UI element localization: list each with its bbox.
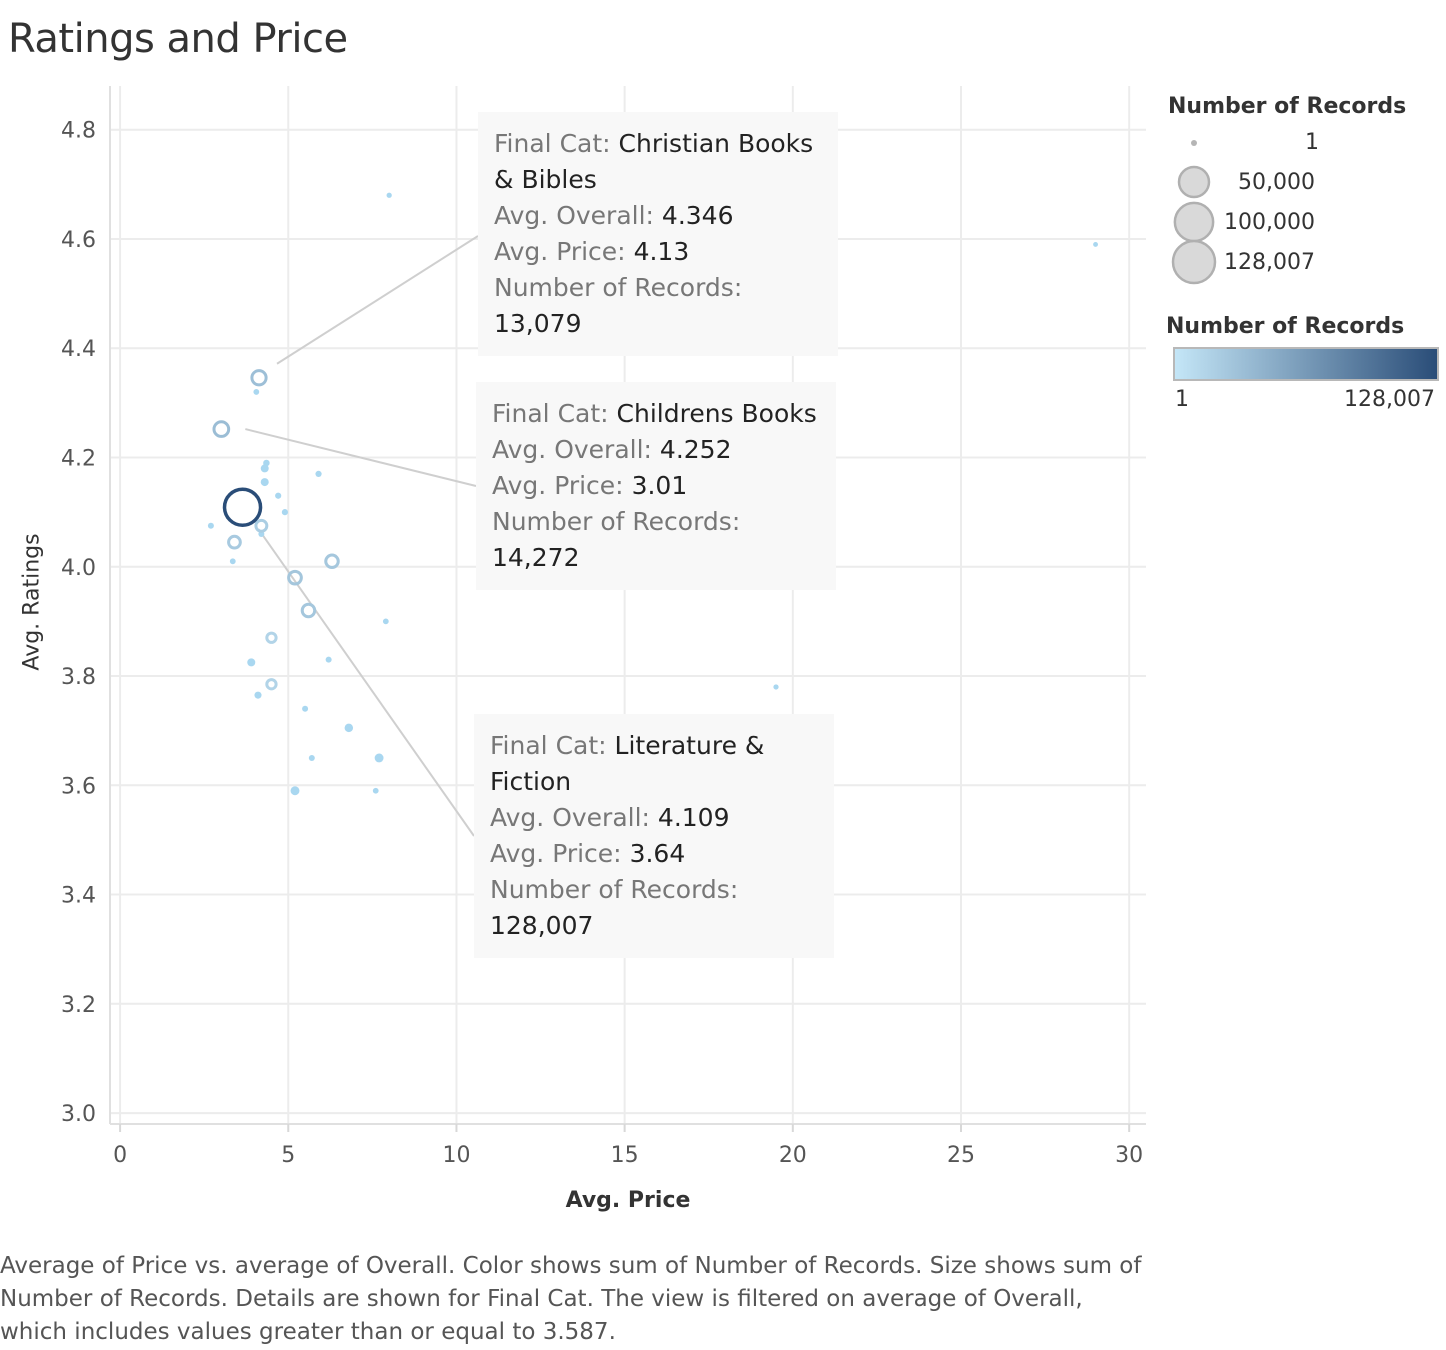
color-legend-max: 128,007 <box>1344 387 1435 412</box>
y-tick-label: 3.6 <box>61 774 96 799</box>
tooltip-key: Number of Records: <box>492 507 741 536</box>
tooltip-key: Final Cat: <box>494 129 611 158</box>
x-tick-label: 25 <box>947 1143 975 1168</box>
y-tick-label: 3.4 <box>61 884 96 909</box>
x-tick-label: 20 <box>779 1143 807 1168</box>
tooltip-value: 4.252 <box>659 435 732 464</box>
scatter-point <box>1093 241 1098 247</box>
tooltip-key: Avg. Price: <box>490 839 622 868</box>
y-tick-label: 3.8 <box>61 665 96 690</box>
tooltip-value: Christian Books <box>618 129 814 158</box>
x-tick-label: 10 <box>442 1143 470 1168</box>
x-axis-label: Avg. Price <box>565 1188 691 1213</box>
scatter-point <box>315 470 322 477</box>
scatter-point <box>386 192 392 198</box>
tooltip-key: Number of Records: <box>494 273 743 302</box>
x-tick-label: 0 <box>113 1143 127 1168</box>
tooltip-leader-line <box>276 235 479 365</box>
tooltip-key: Avg. Overall: <box>492 435 652 464</box>
size-legend-title: Number of Records <box>1168 94 1407 119</box>
scatter-point <box>250 369 268 387</box>
tooltip-key: Avg. Price: <box>492 471 624 500</box>
y-tick-label: 3.2 <box>61 993 96 1018</box>
scatter-point <box>265 631 278 644</box>
scatter-point <box>302 705 309 712</box>
scatter-point <box>773 684 779 690</box>
tooltip-value: 4.13 <box>633 237 690 266</box>
chart-title: Ratings and Price <box>8 16 348 62</box>
color-legend-title: Number of Records <box>1166 314 1405 339</box>
scatter-point <box>290 786 300 796</box>
scatter-point <box>222 487 263 527</box>
x-tick-label: 5 <box>281 1143 295 1168</box>
scatter-point <box>265 678 278 691</box>
tooltip-value: 13,079 <box>494 309 582 338</box>
scatter-point <box>212 420 231 438</box>
y-axis-label: Avg. Ratings <box>19 533 45 671</box>
scatter-point <box>260 478 269 487</box>
scatter-point <box>374 753 384 763</box>
scatter-point <box>247 658 256 667</box>
tooltip-value: 3.64 <box>629 839 686 868</box>
x-tick-label: 30 <box>1115 1143 1143 1168</box>
tooltip-literature-fiction: Final Cat: Literature & Fiction Avg. Ove… <box>474 714 834 958</box>
tooltip-value: 14,272 <box>492 543 580 572</box>
scatter-point <box>254 518 269 533</box>
scatter-point <box>207 522 214 529</box>
tooltip-value: 128,007 <box>490 911 594 940</box>
tooltip-value: Literature & <box>614 731 765 760</box>
tooltip-leader-line <box>257 528 475 837</box>
scatter-point <box>287 569 303 586</box>
size-legend-circle <box>1171 239 1217 285</box>
y-tick-label: 4.2 <box>61 446 96 471</box>
y-tick-label: 4.0 <box>61 556 96 581</box>
y-tick-label: 4.8 <box>61 119 96 144</box>
tooltip-value: 4.346 <box>661 201 734 230</box>
tooltip-key: Avg. Overall: <box>490 803 650 832</box>
scatter-point <box>382 618 389 625</box>
tooltip-key: Avg. Price: <box>494 237 626 266</box>
scatter-point <box>308 754 315 761</box>
tooltip-leader-line <box>245 428 477 487</box>
tooltip-value: Childrens Books <box>616 399 817 428</box>
scatter-point <box>253 389 260 395</box>
size-legend-label-100000: 100,000 <box>1224 210 1315 235</box>
scatter-point <box>229 558 236 565</box>
scatter-point <box>372 787 379 794</box>
scatter-point <box>275 492 282 499</box>
tooltip-christian-books: Final Cat: Christian Books & Bibles Avg.… <box>478 112 838 356</box>
tooltip-value: & Bibles <box>494 165 597 194</box>
tooltip-key: Final Cat: <box>492 399 609 428</box>
tooltip-value: 4.109 <box>657 803 730 832</box>
scatter-point <box>227 534 242 550</box>
tooltip-key: Number of Records: <box>490 875 739 904</box>
size-legend-label-50000: 50,000 <box>1238 170 1315 195</box>
y-tick-label: 4.6 <box>61 228 96 253</box>
size-legend-label-128007: 128,007 <box>1224 250 1315 275</box>
scatter-point <box>254 691 262 699</box>
scatter-point <box>325 656 332 663</box>
color-legend-ramp <box>1173 347 1439 381</box>
y-tick-label: 4.4 <box>61 337 96 362</box>
size-legend-circle <box>1191 140 1197 146</box>
scatter-point <box>260 464 269 473</box>
scatter-point <box>281 509 289 516</box>
scatter-point <box>324 553 340 570</box>
tooltip-key: Avg. Overall: <box>494 201 654 230</box>
color-legend-min: 1 <box>1175 387 1189 412</box>
chart-footnote: Average of Price vs. average of Overall.… <box>0 1253 1142 1345</box>
y-tick-label: 3.0 <box>61 1102 96 1127</box>
x-tick-label: 15 <box>611 1143 639 1168</box>
scatter-point <box>344 723 354 733</box>
scatter-point <box>300 602 317 619</box>
size-legend-circle <box>1177 165 1211 199</box>
tooltip-childrens-books: Final Cat: Childrens Books Avg. Overall:… <box>476 382 836 590</box>
tooltip-value: Fiction <box>490 767 572 796</box>
size-legend-circle <box>1173 201 1215 243</box>
size-legend-label-1: 1 <box>1305 130 1319 155</box>
tooltip-value: 3.01 <box>631 471 688 500</box>
tooltip-key: Final Cat: <box>490 731 607 760</box>
